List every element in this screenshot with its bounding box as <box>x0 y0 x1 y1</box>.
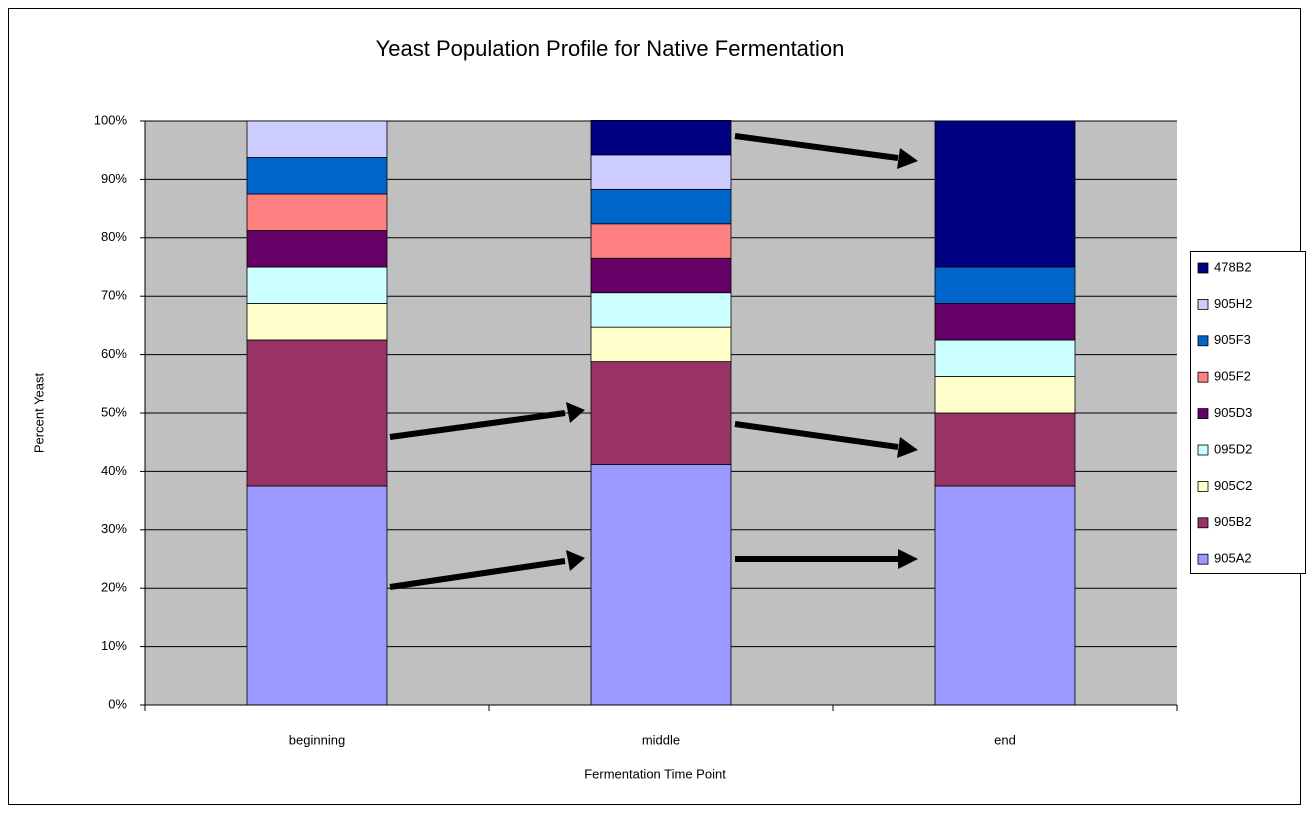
legend-swatch <box>1197 298 1209 310</box>
bar-segment <box>246 193 388 231</box>
legend-label: 905C2 <box>1214 478 1252 493</box>
bar-segment <box>590 223 732 259</box>
legend-label: 905A2 <box>1214 551 1252 566</box>
bar-segment <box>246 120 388 158</box>
legend-label: 905F2 <box>1214 369 1251 384</box>
bar-segment <box>934 120 1076 268</box>
legend-swatch <box>1197 480 1209 492</box>
y-tick-label: 0% <box>108 696 127 711</box>
legend <box>1190 251 1306 574</box>
bar-segment <box>934 485 1076 706</box>
legend-swatch <box>1197 444 1209 456</box>
legend-swatch <box>1197 517 1209 529</box>
legend-swatch <box>1197 262 1209 274</box>
bar-segment <box>590 326 732 363</box>
y-tick-label: 90% <box>101 171 127 186</box>
legend-swatch <box>1197 371 1209 383</box>
bar-segment <box>246 485 388 706</box>
bar-segment <box>590 188 732 225</box>
bar-segment <box>590 120 732 156</box>
y-tick-label: 40% <box>101 463 127 478</box>
y-tick-label: 100% <box>94 112 128 127</box>
bars <box>246 120 1076 706</box>
legend-swatch <box>1197 553 1209 565</box>
legend-swatch <box>1197 335 1209 347</box>
legend-label: 095D2 <box>1214 441 1252 456</box>
bar-segment <box>934 412 1076 487</box>
y-axis-title: Percent Yeast <box>31 373 46 454</box>
x-axis-title: Fermentation Time Point <box>584 766 726 781</box>
arrows <box>389 133 918 590</box>
bar-segment <box>934 339 1076 377</box>
x-tick-label: end <box>994 732 1016 747</box>
y-tick-label: 70% <box>101 288 127 303</box>
bar-segment <box>246 230 388 268</box>
x-tick-label: beginning <box>289 732 345 747</box>
bar-segment <box>246 339 388 487</box>
y-tick-label: 30% <box>101 521 127 536</box>
y-tick-label: 20% <box>101 580 127 595</box>
chart-title: Yeast Population Profile for Native Ferm… <box>376 36 845 61</box>
bar-segment <box>934 303 1076 341</box>
bar-segment <box>934 266 1076 304</box>
bar-segment <box>590 257 732 294</box>
bar-segment <box>590 154 732 190</box>
legend-label: 478B2 <box>1214 259 1252 274</box>
y-tick-label: 60% <box>101 346 127 361</box>
bar-segment <box>590 292 732 328</box>
bar-segment <box>246 266 388 304</box>
bar-segment <box>590 361 732 465</box>
x-tick-label: middle <box>642 732 680 747</box>
legend-swatch <box>1197 408 1209 420</box>
legend-label: 905B2 <box>1214 514 1252 529</box>
legend-label: 905D3 <box>1214 405 1252 420</box>
bar-segment <box>246 303 388 341</box>
bar-segment <box>934 376 1076 414</box>
legend-label: 905F3 <box>1214 332 1251 347</box>
legend-label: 905H2 <box>1214 296 1252 311</box>
y-tick-label: 10% <box>101 638 127 653</box>
bar-segment <box>590 463 732 706</box>
bar-segment <box>246 157 388 195</box>
y-tick-label: 80% <box>101 229 127 244</box>
y-tick-label: 50% <box>101 404 127 419</box>
